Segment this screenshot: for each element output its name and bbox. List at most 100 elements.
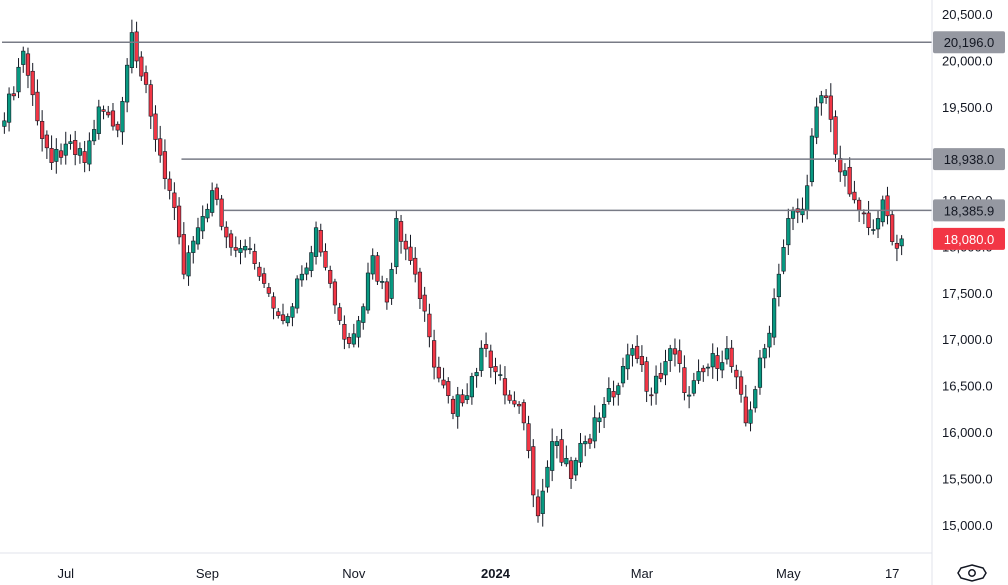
candle-up[interactable] <box>77 148 83 156</box>
candle-down[interactable] <box>403 240 408 250</box>
candle-down[interactable] <box>432 340 437 368</box>
candle-down[interactable] <box>25 53 31 76</box>
candle-down[interactable] <box>115 123 120 131</box>
candle-down[interactable] <box>436 366 441 379</box>
candle-down[interactable] <box>635 345 640 359</box>
candle-down[interactable] <box>672 348 678 355</box>
candle-down[interactable] <box>101 109 106 112</box>
candle-down[interactable] <box>172 192 177 208</box>
candle-up[interactable] <box>195 227 201 245</box>
candle-up[interactable] <box>691 380 696 394</box>
candle-up[interactable] <box>243 245 248 251</box>
candle-up[interactable] <box>63 143 68 156</box>
candle-up[interactable] <box>653 375 659 394</box>
candle-down[interactable] <box>82 151 87 163</box>
candle-down[interactable] <box>375 255 380 282</box>
candle-down[interactable] <box>110 110 116 127</box>
candle-up[interactable] <box>705 366 711 369</box>
candle-down[interactable] <box>40 121 45 139</box>
candle-down[interactable] <box>347 336 352 344</box>
candle-down[interactable] <box>384 281 389 303</box>
candle-up[interactable] <box>210 190 215 213</box>
candle-down[interactable] <box>158 138 163 156</box>
candle-up[interactable] <box>120 101 125 133</box>
candle-down[interactable] <box>734 369 739 378</box>
candle-down[interactable] <box>677 350 682 364</box>
candle-down[interactable] <box>148 84 153 117</box>
candle-down[interactable] <box>233 247 238 251</box>
candle-up[interactable] <box>389 269 394 299</box>
candle-up[interactable] <box>606 388 611 402</box>
candle-down[interactable] <box>502 378 508 396</box>
candle-up[interactable] <box>545 466 550 488</box>
candle-down[interactable] <box>228 233 234 248</box>
candle-down[interactable] <box>715 355 720 369</box>
candle-up[interactable] <box>625 354 630 370</box>
candle-up[interactable] <box>720 362 725 371</box>
candle-down[interactable] <box>139 56 144 77</box>
candle-up[interactable] <box>394 218 399 268</box>
candle-up[interactable] <box>91 129 97 142</box>
candle-down[interactable] <box>535 496 541 517</box>
candle-up[interactable] <box>290 306 295 318</box>
candle-down[interactable] <box>611 391 616 398</box>
candle-up[interactable] <box>663 361 668 376</box>
candle-up[interactable] <box>498 374 503 376</box>
candle-down[interactable] <box>441 379 446 386</box>
candle-up[interactable] <box>616 385 621 395</box>
candle-up[interactable] <box>899 238 904 247</box>
candle-up[interactable] <box>356 320 361 338</box>
candle-down[interactable] <box>450 398 456 414</box>
candle-down[interactable] <box>413 257 418 275</box>
candle-up[interactable] <box>16 66 21 93</box>
candle-up[interactable] <box>724 348 730 360</box>
candle-up[interactable] <box>313 227 319 257</box>
candle-up[interactable] <box>767 332 772 348</box>
candle-down[interactable] <box>828 95 833 120</box>
candle-up[interactable] <box>186 252 191 277</box>
candle-up[interactable] <box>469 376 474 398</box>
candle-down[interactable] <box>134 31 139 62</box>
candle-down[interactable] <box>262 273 267 284</box>
candle-up[interactable] <box>687 394 692 397</box>
candle-down[interactable] <box>106 111 111 116</box>
candle-down[interactable] <box>266 287 271 294</box>
candle-up[interactable] <box>786 218 791 246</box>
candle-up[interactable] <box>668 348 673 361</box>
candle-down[interactable] <box>427 313 432 338</box>
candle-up[interactable] <box>2 120 7 127</box>
candle-up[interactable] <box>200 216 205 232</box>
candle-down[interactable] <box>559 439 564 463</box>
candle-up[interactable] <box>781 247 786 272</box>
candle-down[interactable] <box>866 212 871 229</box>
candle-up[interactable] <box>554 441 559 446</box>
candle-down[interactable] <box>644 361 649 392</box>
candle-up[interactable] <box>805 185 810 211</box>
candle-up[interactable] <box>583 441 588 445</box>
candle-up[interactable] <box>365 272 371 311</box>
candle-down[interactable] <box>682 367 687 393</box>
candle-down[interactable] <box>30 70 35 96</box>
candle-up[interactable] <box>592 417 597 442</box>
candle-up[interactable] <box>620 366 626 384</box>
plot-area[interactable] <box>2 19 904 527</box>
candle-down[interactable] <box>219 198 224 227</box>
candle-up[interactable] <box>842 170 848 176</box>
candle-down[interactable] <box>143 72 149 85</box>
candle-up[interactable] <box>380 281 385 283</box>
candle-up[interactable] <box>696 371 701 381</box>
candle-down[interactable] <box>35 91 40 122</box>
candle-down[interactable] <box>276 311 281 316</box>
candle-up[interactable] <box>370 255 375 275</box>
candle-up[interactable] <box>21 50 26 65</box>
candle-down[interactable] <box>729 347 734 367</box>
candle-up[interactable] <box>479 347 484 371</box>
candle-down[interactable] <box>257 266 262 277</box>
candle-down[interactable] <box>507 394 512 401</box>
candle-down[interactable] <box>153 113 158 140</box>
candle-down[interactable] <box>176 205 182 238</box>
candle-up[interactable] <box>299 273 304 281</box>
candle-down[interactable] <box>271 296 276 309</box>
candle-down[interactable] <box>483 344 489 349</box>
